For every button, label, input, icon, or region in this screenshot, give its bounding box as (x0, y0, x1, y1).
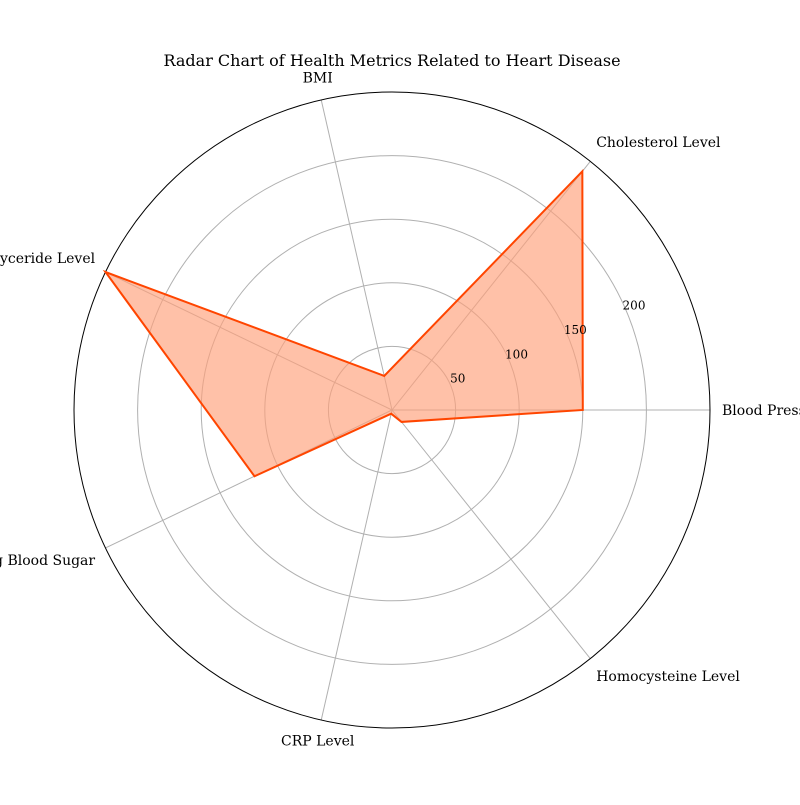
category-label: Blood Pressure (722, 403, 800, 419)
category-label: Homocysteine Level (596, 669, 740, 685)
series-layer (102, 168, 584, 478)
spoke-6 (391, 409, 591, 659)
radial-tick-label: 200 (623, 299, 646, 313)
category-label: BMI (303, 70, 333, 86)
series-line-0 (102, 168, 584, 478)
radial-tick-label: 150 (564, 323, 587, 337)
spoke-5 (320, 409, 393, 721)
chart-title: Radar Chart of Health Metrics Related to… (163, 51, 620, 70)
series-area-0 (105, 171, 583, 477)
axis-labels: Blood Pressure Cholesterol Level BMI Trigly… (0, 70, 800, 749)
spoke-2 (320, 99, 393, 411)
outer-frame (73, 91, 711, 729)
category-label: CRP Level (281, 734, 355, 750)
radial-tick-label: 50 (450, 372, 465, 386)
category-label: Fasting Blood Sugar (0, 553, 95, 569)
category-label: Cholesterol Level (596, 135, 721, 151)
tick-labels: 50 100 150 200 (450, 299, 645, 386)
category-label: Triglyceride Level (0, 251, 96, 267)
radial-tick-label: 100 (505, 347, 528, 361)
